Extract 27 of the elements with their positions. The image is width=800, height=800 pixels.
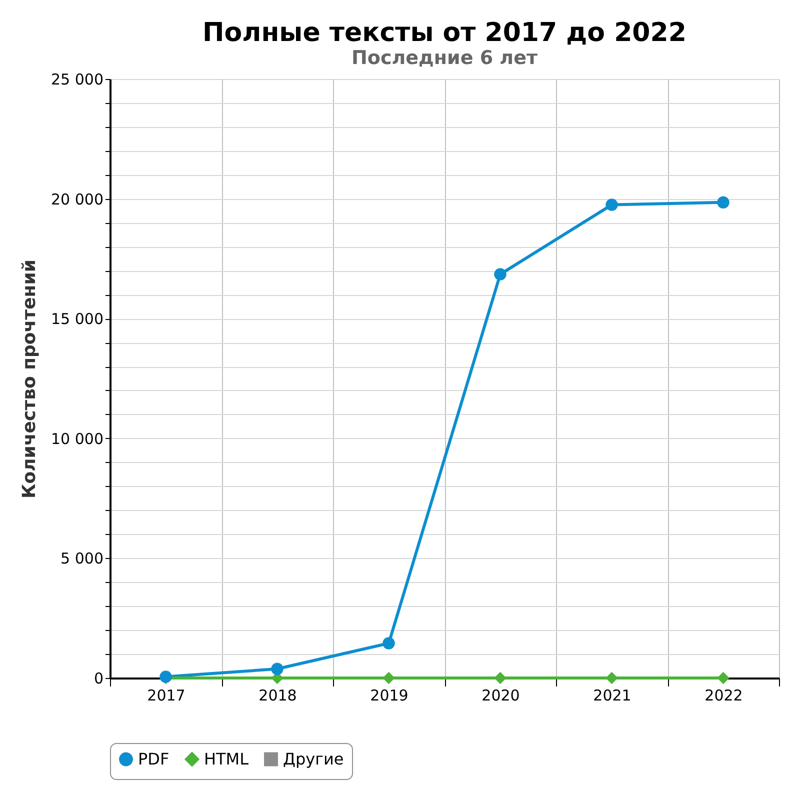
- x-tick-label: 2021: [593, 686, 632, 704]
- chart-subtitle: Последние 6 лет: [352, 47, 538, 69]
- y-tick-label: 0: [94, 670, 104, 688]
- y-tick-label: 10 000: [51, 430, 104, 448]
- point: [606, 672, 618, 684]
- chart-title: Полные тексты от 2017 до 2022: [202, 18, 686, 48]
- legend-label: PDF: [138, 749, 170, 768]
- x-tick-label: 2019: [370, 686, 408, 704]
- x-tick-label: 2022: [704, 686, 743, 704]
- x-tick-label: 2017: [147, 686, 186, 704]
- y-axis-title: Количество прочтений: [19, 260, 40, 498]
- point: [494, 672, 506, 684]
- y-tick-label: 15 000: [51, 310, 104, 328]
- point: [717, 196, 730, 209]
- point: [717, 672, 730, 684]
- x-tick-label: 2018: [258, 686, 297, 704]
- point: [382, 672, 395, 684]
- point: [494, 268, 506, 280]
- x-tick-label: 2020: [482, 686, 520, 704]
- y-tick-label: 5 000: [60, 550, 104, 568]
- y-tick-label: 25 000: [51, 70, 104, 88]
- point: [382, 637, 395, 650]
- y-tick-label: 20 000: [51, 190, 104, 208]
- point: [271, 662, 284, 676]
- legend-label: Другие: [283, 749, 344, 768]
- legend-label: HTML: [204, 749, 249, 768]
- point: [606, 198, 618, 211]
